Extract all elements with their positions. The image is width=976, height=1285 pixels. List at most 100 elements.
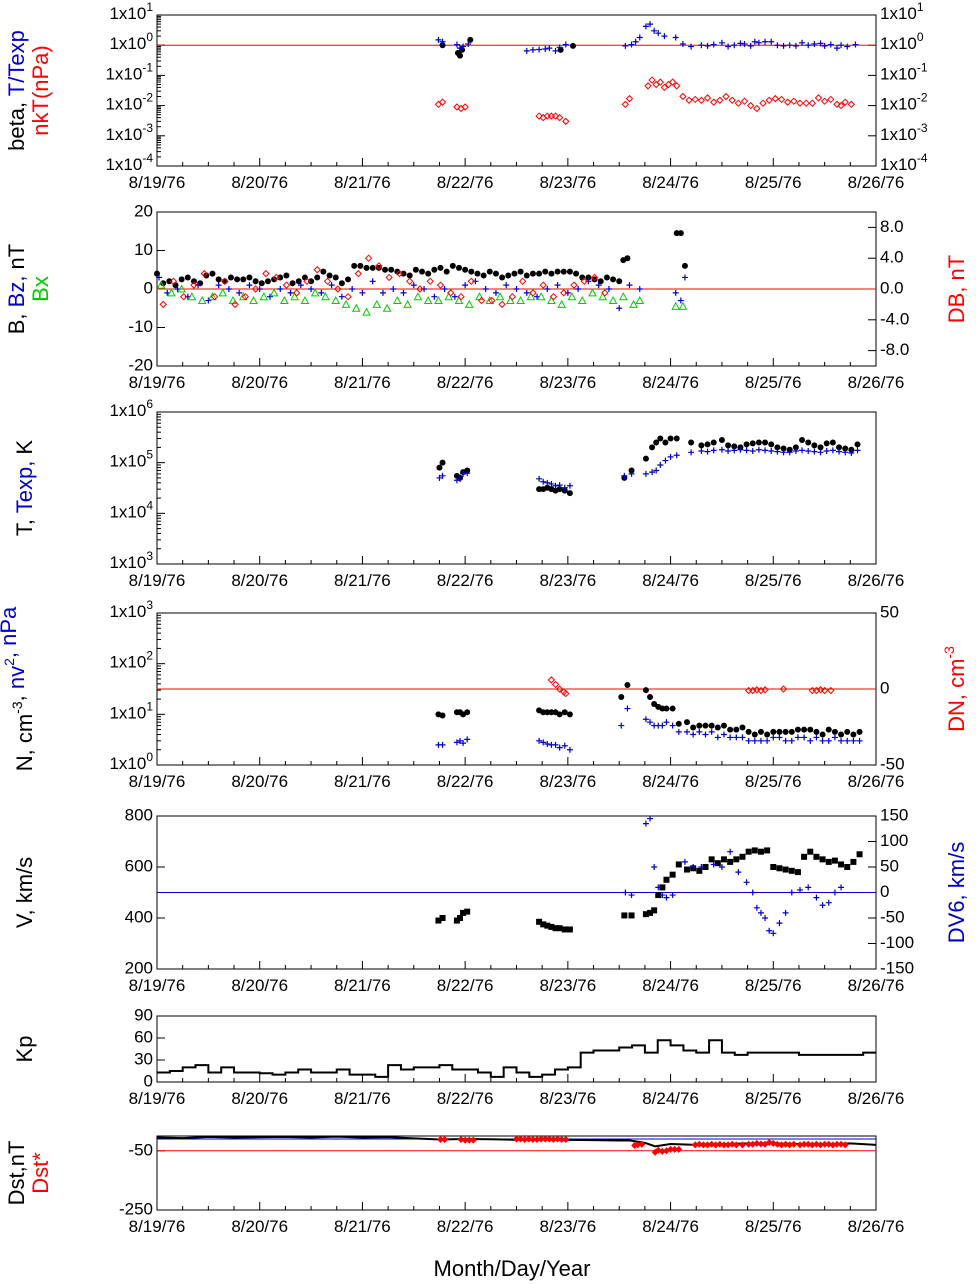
data-point — [486, 268, 493, 275]
x-tick-label: 8/24/76 — [642, 772, 699, 791]
data-point — [794, 726, 801, 733]
x-tick-label: 8/24/76 — [642, 373, 699, 392]
data-point — [634, 1141, 642, 1149]
data-point — [547, 112, 556, 120]
data-point — [200, 269, 208, 278]
data-point — [436, 1136, 444, 1144]
data-point — [696, 722, 703, 729]
data-point — [328, 282, 335, 289]
data-point — [690, 864, 697, 870]
data-point — [718, 39, 725, 46]
data-point — [647, 693, 654, 700]
data-point — [708, 722, 715, 729]
data-point — [269, 288, 279, 297]
data-point — [413, 292, 423, 301]
data-point — [349, 286, 356, 292]
x-tick-label: 8/25/76 — [745, 976, 802, 995]
data-point — [203, 272, 210, 279]
data-point — [667, 1145, 675, 1153]
data-point — [720, 722, 727, 729]
x-tick-label: 8/24/76 — [642, 173, 699, 192]
data-point — [542, 268, 549, 275]
data-point — [833, 45, 840, 52]
series-DN — [547, 676, 835, 698]
data-point — [262, 269, 270, 278]
data-point — [464, 470, 471, 477]
data-point — [718, 446, 725, 453]
data-point — [225, 286, 232, 292]
y-tick-label: 1x105 — [109, 448, 153, 471]
data-point — [673, 230, 680, 237]
data-point — [678, 301, 688, 310]
data-point — [653, 467, 660, 474]
x-tick-label: 8/19/76 — [129, 772, 186, 791]
data-point — [577, 295, 587, 305]
data-point — [603, 274, 610, 281]
data-point — [560, 289, 568, 297]
data-point — [788, 889, 795, 896]
data-point — [792, 42, 799, 49]
data-point — [542, 45, 549, 52]
right-axis-label: DB, nT — [944, 255, 969, 323]
data-point — [549, 292, 558, 301]
data-point — [555, 113, 564, 122]
data-point — [727, 848, 734, 855]
data-point — [642, 470, 649, 477]
x-tick-label: 8/19/76 — [129, 1089, 186, 1108]
data-point — [403, 299, 412, 308]
data-point — [453, 477, 460, 484]
data-point — [782, 1140, 790, 1148]
data-point — [749, 447, 756, 454]
data-point — [796, 1141, 804, 1149]
data-point — [799, 437, 806, 444]
data-point — [190, 278, 197, 285]
data-point — [757, 737, 764, 744]
data-point — [745, 728, 752, 735]
data-point — [655, 30, 662, 37]
plot-frame — [156, 1135, 877, 1211]
data-point — [714, 860, 721, 867]
data-point — [425, 270, 432, 277]
data-point — [289, 280, 296, 287]
x-tick-label: 8/22/76 — [437, 571, 494, 590]
data-point — [280, 295, 289, 305]
data-point — [764, 737, 771, 744]
data-point — [651, 27, 658, 34]
data-point — [210, 292, 219, 301]
data-point — [720, 731, 727, 738]
data-point — [536, 292, 546, 301]
data-point — [722, 92, 730, 101]
data-point — [351, 303, 361, 312]
data-point — [434, 100, 443, 109]
data-point — [513, 1135, 520, 1143]
data-point — [628, 912, 635, 919]
data-point — [685, 96, 693, 104]
data-point — [454, 295, 464, 305]
data-point — [807, 737, 814, 744]
data-point — [762, 439, 769, 446]
data-point — [444, 292, 454, 301]
data-point — [808, 1141, 816, 1149]
data-point — [251, 285, 260, 293]
series-nv2 — [435, 705, 863, 753]
y-tick-label: 20 — [134, 201, 153, 220]
x-tick-label: 8/22/76 — [437, 1089, 494, 1108]
data-point — [551, 680, 560, 689]
data-point — [675, 1145, 683, 1153]
data-point — [657, 435, 664, 442]
data-point — [314, 274, 321, 281]
series-B — [154, 230, 688, 289]
data-point — [776, 920, 783, 927]
data-point — [695, 1140, 703, 1148]
data-point — [805, 884, 812, 891]
x-tick-label: 8/22/76 — [437, 1217, 494, 1236]
data-point — [716, 96, 724, 104]
x-tick-label: 8/19/76 — [129, 1217, 186, 1236]
data-point — [393, 295, 402, 305]
data-point — [169, 277, 178, 286]
data-point — [616, 305, 623, 312]
data-point — [827, 95, 835, 104]
x-tick-label: 8/25/76 — [745, 571, 802, 590]
data-point — [808, 99, 817, 107]
data-point — [856, 728, 863, 735]
